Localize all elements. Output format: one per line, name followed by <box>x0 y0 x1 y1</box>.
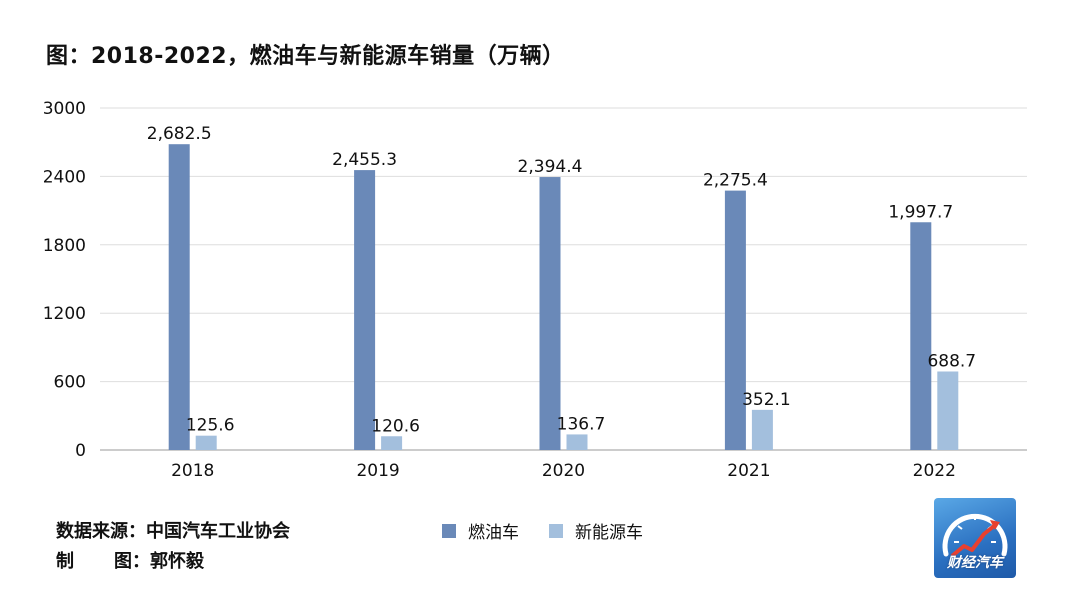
x-tick-label: 2018 <box>171 461 214 481</box>
bar-ev-2018 <box>195 435 217 450</box>
y-tick-label: 600 <box>54 373 86 393</box>
y-tick-label: 0 <box>75 441 86 461</box>
bar-ev-2020 <box>566 434 588 450</box>
data-labels: 2,682.5 125.6 2,455.3 120.6 2,394.4 136.7 2,27… <box>147 124 976 436</box>
bar-fuel-2022 <box>910 222 932 450</box>
bar-fuel-2021 <box>724 190 746 450</box>
legend-swatch-ev <box>549 523 563 538</box>
chart-legend: 燃油车 新能源车 <box>442 518 673 543</box>
author-name: 郭怀毅 <box>150 551 204 572</box>
data-label-fuel-2020: 2,394.4 <box>518 157 583 177</box>
bar-ev-2022 <box>937 371 959 450</box>
chart-author: 制 图：郭怀毅 <box>56 547 204 573</box>
data-label-fuel-2021: 2,275.4 <box>703 171 768 191</box>
legend-item-fuel: 燃油车 <box>442 518 519 543</box>
data-source-label: 数据来源： <box>56 521 146 542</box>
data-label-fuel-2019: 2,455.3 <box>332 150 397 170</box>
y-tick-label: 1800 <box>43 236 86 256</box>
y-axis-ticks: 0 600 1200 1800 2400 3000 <box>43 99 86 461</box>
data-label-ev-2022: 688.7 <box>927 351 976 371</box>
logo-text: 财经汽车 <box>947 555 1003 571</box>
x-tick-label: 2021 <box>727 461 770 481</box>
legend-label-fuel: 燃油车 <box>468 523 519 543</box>
legend-swatch-fuel <box>442 523 456 538</box>
x-tick-label: 2019 <box>356 461 399 481</box>
author-label-part1: 制 <box>56 551 74 572</box>
data-label-ev-2020: 136.7 <box>557 414 606 434</box>
author-label-part2: 图： <box>114 551 150 572</box>
data-label-fuel-2018: 2,682.5 <box>147 124 212 144</box>
gridlines <box>100 107 1027 451</box>
legend-label-ev: 新能源车 <box>575 523 643 543</box>
data-label-fuel-2022: 1,997.7 <box>888 202 953 222</box>
data-label-ev-2021: 352.1 <box>742 390 791 410</box>
data-label-ev-2018: 125.6 <box>186 416 235 436</box>
x-tick-label: 2022 <box>913 461 956 481</box>
x-axis-ticks: 2018 2019 2020 2021 2022 <box>171 461 956 481</box>
y-tick-label: 2400 <box>43 167 86 187</box>
speedometer-icon <box>942 513 1008 558</box>
data-label-ev-2019: 120.6 <box>371 416 420 436</box>
x-tick-label: 2020 <box>542 461 585 481</box>
bar-chart: 0 600 1200 1800 2400 3000 2,682.5 125.6 2,455.3… <box>43 99 1027 481</box>
data-source: 数据来源：中国汽车工业协会 <box>56 517 290 543</box>
bar-fuel-2019 <box>354 170 376 450</box>
bar-ev-2021 <box>751 409 773 450</box>
bar-ev-2019 <box>381 436 403 450</box>
bar-fuel-2020 <box>539 177 561 451</box>
chart-title: 图：2018-2022，燃油车与新能源车销量（万辆） <box>46 44 565 69</box>
y-tick-label: 3000 <box>43 99 86 119</box>
legend-item-ev: 新能源车 <box>549 518 643 543</box>
y-tick-label: 1200 <box>43 304 86 324</box>
bars <box>168 144 959 451</box>
bar-fuel-2018 <box>168 144 190 450</box>
data-source-value: 中国汽车工业协会 <box>146 521 290 542</box>
brand-logo: 财经汽车 <box>934 498 1016 578</box>
